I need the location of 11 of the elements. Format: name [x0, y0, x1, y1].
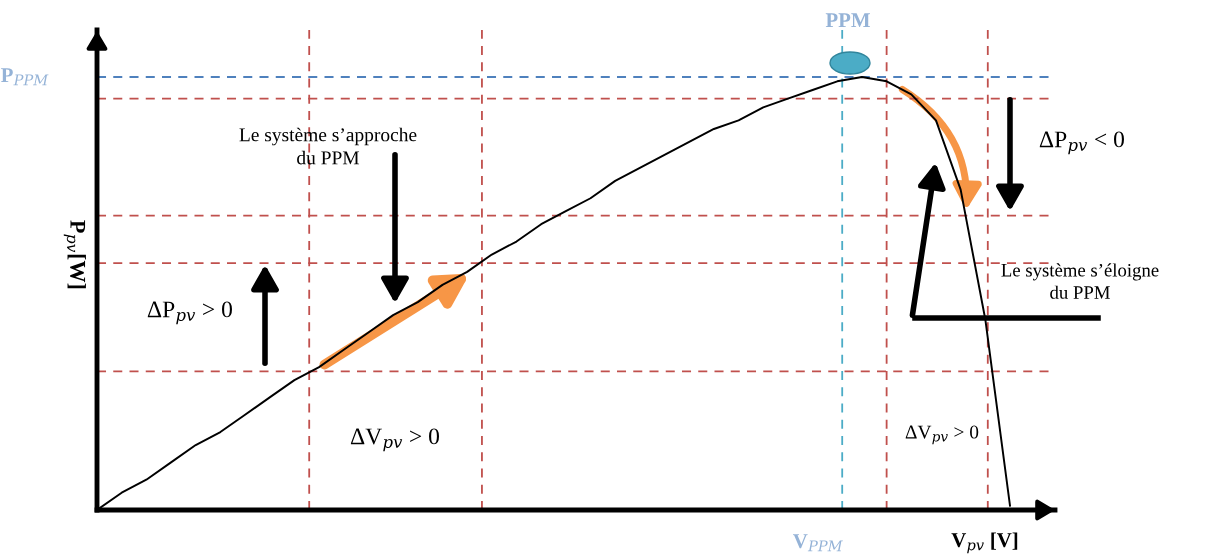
x-axis-title: V$_{pv}$ [V]	[951, 532, 1018, 554]
text: V$_{PPM}$	[793, 534, 843, 552]
annotation: ΔV$_{pv}$ > 0	[350, 428, 440, 452]
ref-line-label: P$_{PPM}$	[1, 68, 49, 86]
annotation: Le système s’éloigne du PPM	[1001, 263, 1159, 299]
annotation: Le système s’approche du PPM	[239, 127, 417, 165]
text: ΔP$_{pv}$ < 0	[1039, 131, 1124, 155]
annotation: ΔV$_{pv}$ > 0	[905, 425, 979, 445]
annotation: ΔP$_{pv}$ > 0	[147, 301, 232, 325]
text: PPM	[825, 13, 870, 28]
y-axis-title: P$_{pv}$[W]	[63, 220, 86, 289]
